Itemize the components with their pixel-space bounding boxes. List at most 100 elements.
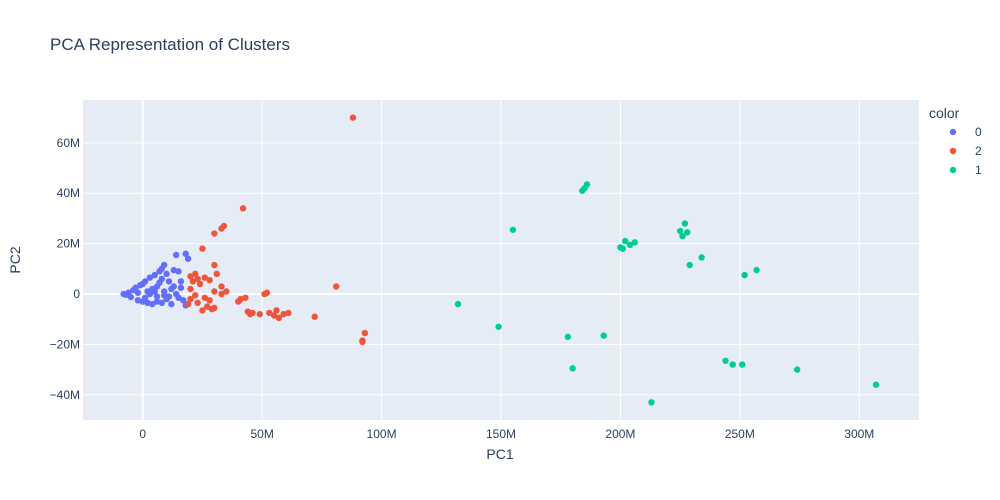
data-point[interactable] [206,276,213,284]
data-point[interactable] [204,303,211,310]
data-point[interactable] [158,299,166,307]
legend-item-1[interactable]: 1 [949,163,982,177]
data-point[interactable] [149,300,156,308]
data-point[interactable] [180,297,187,304]
data-point[interactable] [211,230,218,237]
data-point[interactable] [146,274,154,281]
data-point[interactable] [237,295,244,303]
legend-item-2[interactable]: 2 [949,144,982,158]
data-point[interactable] [509,226,517,233]
data-point[interactable] [218,283,225,290]
data-point[interactable] [266,309,273,317]
data-point[interactable] [151,271,158,279]
data-point[interactable] [223,288,230,295]
data-point[interactable] [199,307,206,314]
data-point[interactable] [187,273,194,280]
data-point[interactable] [194,299,201,307]
data-point[interactable] [872,381,880,388]
data-point[interactable] [177,278,185,285]
data-point[interactable] [163,270,170,278]
data-point[interactable] [332,283,340,290]
x-axis-title: PC1 [486,446,513,462]
data-point[interactable] [753,266,760,274]
data-point[interactable] [175,268,182,275]
data-point[interactable] [261,290,268,298]
data-point[interactable] [600,332,607,339]
data-point[interactable] [270,312,278,319]
data-point[interactable] [199,245,206,252]
data-point[interactable] [739,361,746,368]
data-point[interactable] [192,292,199,299]
data-point[interactable] [741,271,748,279]
data-point[interactable] [793,366,801,373]
data-point[interactable] [349,114,357,121]
data-point[interactable] [151,288,158,295]
data-point[interactable] [201,274,209,281]
data-point[interactable] [275,314,283,322]
data-point[interactable] [194,275,201,283]
data-point[interactable] [273,307,280,314]
data-point[interactable] [213,270,220,278]
data-point[interactable] [208,305,216,313]
data-point[interactable] [134,289,142,296]
data-point[interactable] [192,270,199,278]
legend-item-0[interactable]: 0 [949,125,982,139]
data-point[interactable] [201,294,209,301]
data-point[interactable] [359,338,366,346]
data-point[interactable] [187,285,194,293]
data-point[interactable] [285,309,292,317]
data-point[interactable] [247,310,254,318]
data-point[interactable] [256,310,263,318]
data-point[interactable] [132,284,139,291]
data-point[interactable] [141,294,149,301]
data-point[interactable] [631,239,638,246]
data-point[interactable] [168,300,175,308]
data-point[interactable] [454,300,462,308]
data-point[interactable] [495,323,502,330]
data-point[interactable] [161,292,168,299]
data-point[interactable] [679,232,686,240]
data-point[interactable] [211,288,218,295]
data-point[interactable] [622,237,629,245]
data-point[interactable] [569,365,576,372]
data-point[interactable] [218,290,225,298]
data-point[interactable] [177,284,185,291]
data-point[interactable] [141,278,149,285]
data-point[interactable] [729,361,736,368]
y-tick-label: 20M [57,237,80,251]
data-point[interactable] [196,280,204,288]
data-point[interactable] [172,251,180,259]
data-point[interactable] [168,285,175,293]
data-point[interactable] [211,261,218,269]
data-point[interactable] [182,250,189,257]
data-point[interactable] [626,241,634,249]
data-point[interactable] [583,181,591,188]
data-point[interactable] [127,293,134,301]
data-point[interactable] [184,300,192,308]
data-point[interactable] [684,229,691,236]
data-point[interactable] [172,290,180,298]
data-point[interactable] [184,255,192,262]
data-points [120,114,880,406]
data-point[interactable] [564,333,572,341]
data-point[interactable] [158,275,166,283]
data-point[interactable] [187,295,194,303]
data-point[interactable] [698,254,705,261]
data-point[interactable] [165,278,173,285]
data-point[interactable] [361,329,369,337]
data-point[interactable] [218,225,225,232]
data-point[interactable] [686,261,693,269]
data-point[interactable] [619,245,627,252]
data-point[interactable] [239,205,247,212]
data-point[interactable] [153,293,161,300]
data-point[interactable] [676,227,684,235]
data-point[interactable] [311,313,318,320]
data-point[interactable] [722,357,729,364]
y-tick-label: 60M [57,136,80,150]
data-point[interactable] [648,399,655,406]
data-point[interactable] [146,290,154,298]
data-point[interactable] [681,220,689,227]
data-point[interactable] [206,297,213,304]
data-point[interactable] [189,278,197,285]
data-point[interactable] [161,261,168,269]
